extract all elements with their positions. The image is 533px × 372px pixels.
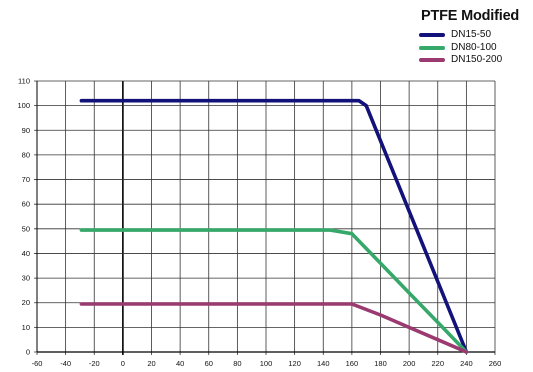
axes <box>36 81 495 353</box>
legend-swatch-dn150-200 <box>419 58 445 63</box>
legend-item-dn150-200: DN150-200 <box>419 54 529 67</box>
legend: PTFE Modified DN15-50 DN80-100 DN150-200 <box>419 8 529 67</box>
series-lines <box>79 98 469 354</box>
chart-title: PTFE Modified <box>421 8 520 24</box>
grid <box>34 80 496 355</box>
x-tick-label: 200 <box>403 359 416 368</box>
y-tick-label: 90 <box>22 126 30 135</box>
y-tick-label: 40 <box>22 249 30 258</box>
x-tick-label: 240 <box>460 359 473 368</box>
series-line-dn80-100 <box>79 228 469 354</box>
x-tick-label: 180 <box>374 359 387 368</box>
legend-item-dn80-100: DN80-100 <box>419 42 529 55</box>
legend-label-dn150-200: DN150-200 <box>451 54 503 66</box>
x-tick-labels: -60 -40 -20 0 20 40 60 80 100 120 140 160 180 200 220 2… <box>32 359 502 368</box>
x-tick-label: 120 <box>288 359 301 368</box>
x-tick-label: -40 <box>60 359 71 368</box>
x-tick-label: -60 <box>32 359 43 368</box>
y-tick-label: 70 <box>22 175 30 184</box>
y-tick-label: 60 <box>22 200 30 209</box>
y-tick-label: 0 <box>26 348 30 357</box>
y-tick-label: 50 <box>22 224 30 233</box>
y-tick-label: 110 <box>18 77 30 86</box>
legend-label-dn15-50: DN15-50 <box>451 29 492 41</box>
y-tick-label: 100 <box>17 101 30 110</box>
legend-label-dn80-100: DN80-100 <box>451 41 497 53</box>
x-tick-label: -20 <box>89 359 100 368</box>
y-tick-label: 80 <box>22 150 30 159</box>
x-tick-label: 160 <box>346 359 359 368</box>
x-tick-label: 260 <box>489 359 502 368</box>
series-line-dn15-50 <box>79 98 469 354</box>
legend-swatch-dn15-50 <box>419 33 445 38</box>
x-tick-label: 40 <box>176 359 184 368</box>
x-tick-label: 220 <box>431 359 444 368</box>
x-tick-label: 80 <box>233 359 241 368</box>
y-tick-labels: 0 10 20 30 40 50 60 70 80 90 100 110 <box>17 77 30 357</box>
x-tick-label: 20 <box>147 359 155 368</box>
x-tick-label: 140 <box>317 359 330 368</box>
x-tick-label: 100 <box>260 359 273 368</box>
y-tick-label: 20 <box>22 298 30 307</box>
x-tick-label: 0 <box>121 359 125 368</box>
legend-item-dn15-50: DN15-50 <box>419 29 529 42</box>
y-tick-label: 10 <box>22 323 30 332</box>
x-tick-label: 60 <box>205 359 213 368</box>
series-line-dn150-200 <box>79 302 469 354</box>
y-tick-label: 30 <box>22 274 30 283</box>
legend-swatch-dn80-100 <box>419 45 445 50</box>
